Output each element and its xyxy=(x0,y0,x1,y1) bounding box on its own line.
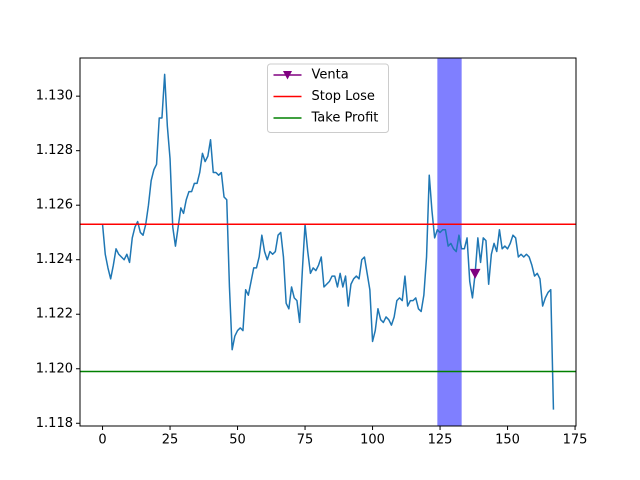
legend-marker xyxy=(283,71,292,80)
x-tick-label: 100 xyxy=(360,433,385,448)
price-line xyxy=(101,73,555,410)
plot-frame xyxy=(79,57,577,427)
y-tick-label: 1.118 xyxy=(36,416,73,431)
x-tick-label: 125 xyxy=(428,433,453,448)
y-tick-label: 1.130 xyxy=(36,89,73,104)
y-tick-label: 1.128 xyxy=(36,143,73,158)
legend-box xyxy=(267,63,389,133)
y-tick-label: 1.124 xyxy=(36,252,73,267)
x-tick-label: 50 xyxy=(229,433,246,448)
y-tick-label: 1.126 xyxy=(36,198,73,213)
legend-label: Take Profit xyxy=(311,111,379,126)
y-tick-label: 1.120 xyxy=(36,361,73,376)
legend-label: Stop Lose xyxy=(312,89,375,104)
x-tick-label: 0 xyxy=(98,433,106,448)
x-tick-label: 175 xyxy=(563,433,588,448)
y-tick-label: 1.122 xyxy=(36,307,73,322)
x-tick-label: 150 xyxy=(495,433,520,448)
marker xyxy=(469,268,481,279)
legend-label: Venta xyxy=(312,68,349,83)
x-tick-label: 75 xyxy=(297,433,314,448)
x-tick-label: 25 xyxy=(162,433,179,448)
